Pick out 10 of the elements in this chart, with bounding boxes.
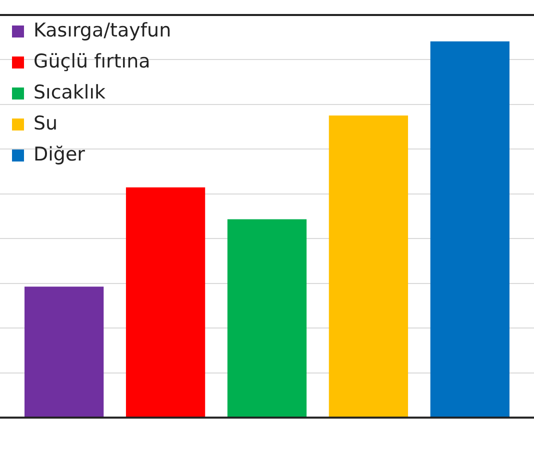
legend-label: Su (34, 112, 58, 134)
bar (126, 187, 206, 418)
bar (24, 286, 104, 418)
legend-label: Kasırga/tayfun (34, 19, 172, 42)
bar (430, 41, 510, 418)
legend-label: Sıcaklık (34, 81, 106, 104)
bar (328, 115, 408, 418)
legend-label: Diğer (34, 143, 86, 166)
legend-label: Güçlü fırtına (34, 50, 150, 72)
bar (227, 219, 307, 418)
